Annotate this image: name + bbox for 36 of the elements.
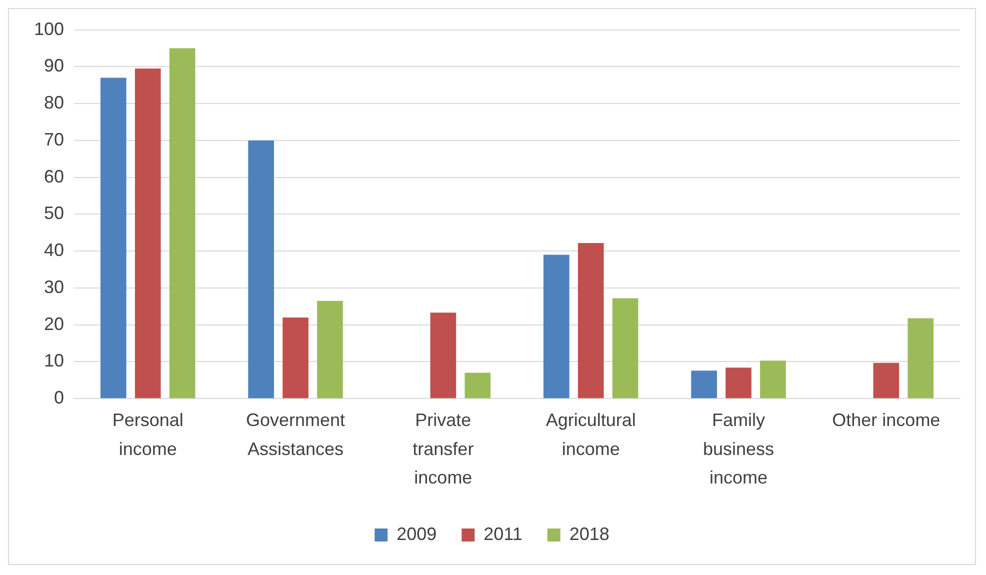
bar <box>691 370 717 398</box>
bar <box>908 318 934 398</box>
x-tick-label: Other income <box>832 410 940 430</box>
x-tick-label: Private transfer income <box>412 410 474 488</box>
bar <box>430 312 456 398</box>
y-tick-label: 50 <box>44 203 64 224</box>
bar <box>282 317 308 398</box>
y-tick-label: 60 <box>44 166 64 186</box>
bar <box>169 48 196 398</box>
legend-label: 2009 <box>396 524 437 544</box>
x-tick-label: Personal income <box>112 410 184 459</box>
bar <box>100 78 126 398</box>
x-tick-label: Government Assistances <box>246 410 346 459</box>
legend-label: 2011 <box>484 524 522 544</box>
bar <box>464 372 491 398</box>
y-tick-label: 40 <box>44 240 64 260</box>
x-tick-label: Family business income <box>702 410 774 488</box>
y-tick-label: 30 <box>44 276 64 297</box>
y-tick-label: 0 <box>54 388 64 408</box>
bar <box>317 300 343 398</box>
bar <box>248 140 274 398</box>
bar <box>543 254 570 398</box>
x-tick-label: Agricultural income <box>546 410 636 459</box>
y-tick-label: 80 <box>44 92 64 113</box>
bar <box>726 368 752 398</box>
y-tick-label: 100 <box>34 18 64 39</box>
legend-label: 2018 <box>569 524 610 544</box>
bar <box>760 360 786 398</box>
y-tick-label: 10 <box>44 350 64 371</box>
bar <box>578 242 604 398</box>
y-tick-label: 90 <box>44 56 64 76</box>
bar <box>134 68 161 398</box>
bar <box>873 362 900 398</box>
y-tick-label: 20 <box>44 314 64 334</box>
bar <box>612 298 638 398</box>
y-tick-label: 70 <box>44 129 64 150</box>
